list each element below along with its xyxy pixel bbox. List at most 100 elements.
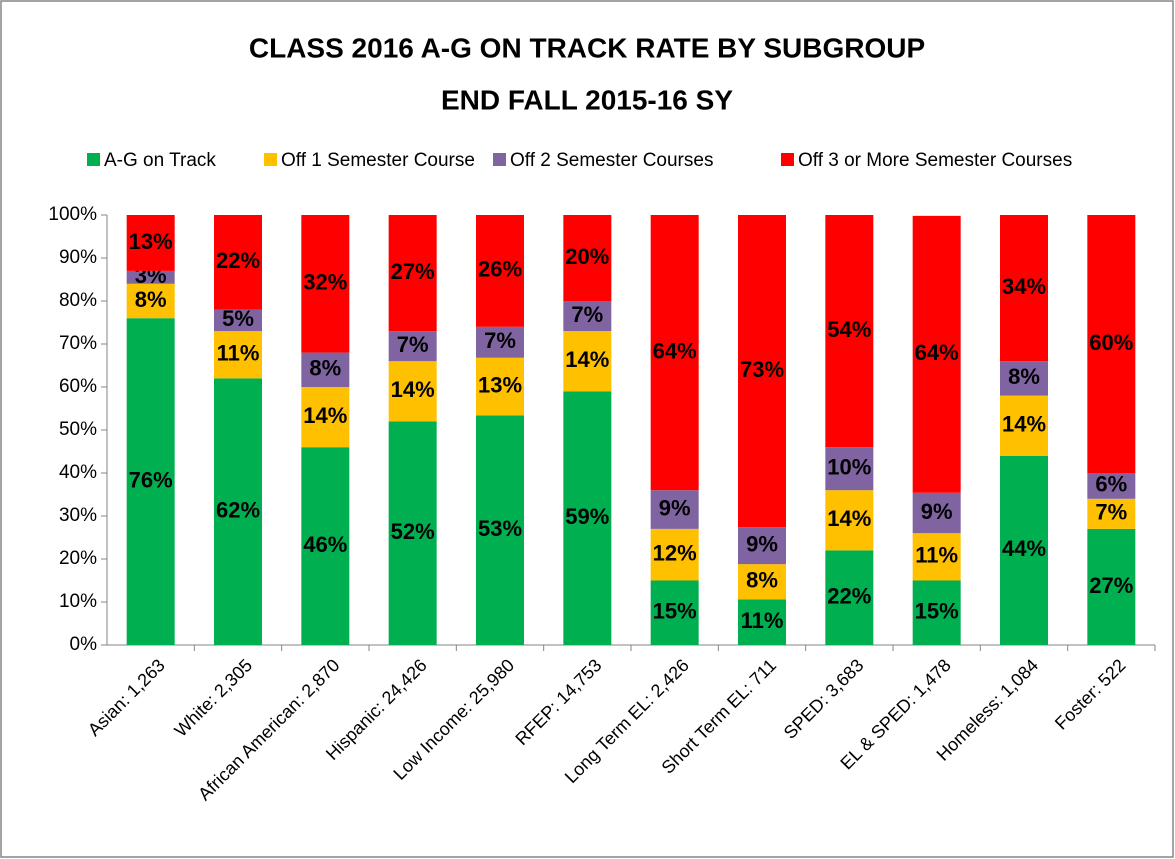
bar-segment bbox=[1087, 473, 1136, 499]
bar-segment bbox=[825, 215, 874, 448]
y-tick-label: 50% bbox=[59, 419, 97, 440]
data-label: 13% bbox=[478, 372, 522, 397]
data-label: 15% bbox=[915, 599, 959, 624]
y-tick-label: 60% bbox=[59, 376, 97, 397]
data-label: 22% bbox=[827, 584, 871, 609]
bar-segment bbox=[388, 331, 437, 362]
bar-segment bbox=[1000, 215, 1048, 362]
y-tick-label: 40% bbox=[59, 462, 97, 483]
data-label: 64% bbox=[653, 338, 697, 363]
bar-segment bbox=[388, 215, 437, 332]
bar-segment bbox=[1087, 528, 1136, 645]
legend-label: Off 1 Semester Course bbox=[281, 150, 475, 171]
legend-swatch bbox=[493, 153, 506, 166]
legend-label: A-G on Track bbox=[104, 150, 216, 171]
data-label: 7% bbox=[571, 302, 603, 327]
bar-segment bbox=[301, 387, 350, 448]
bar-segment bbox=[214, 215, 262, 310]
bar-segment bbox=[738, 527, 786, 565]
data-label: 9% bbox=[659, 495, 691, 520]
data-label: 6% bbox=[1095, 472, 1127, 497]
bar-segment bbox=[825, 490, 874, 551]
bar-segment bbox=[476, 215, 524, 327]
y-tick-label: 30% bbox=[59, 505, 97, 526]
bar-segment bbox=[388, 361, 437, 422]
data-label: 34% bbox=[1002, 274, 1046, 299]
data-label: 54% bbox=[827, 317, 871, 342]
bar-segment bbox=[912, 533, 961, 581]
bar-segment bbox=[1000, 361, 1048, 396]
data-label: 11% bbox=[217, 341, 260, 366]
y-tick-label: 100% bbox=[48, 204, 97, 225]
bar-segment bbox=[825, 447, 874, 491]
data-label: 46% bbox=[303, 532, 347, 557]
bar-segment bbox=[1000, 455, 1048, 645]
data-label: 9% bbox=[921, 499, 953, 524]
bar-segment bbox=[1087, 498, 1136, 529]
data-label: 44% bbox=[1002, 536, 1046, 561]
bar-segment bbox=[563, 391, 612, 645]
data-label: 26% bbox=[478, 257, 522, 282]
data-label: 7% bbox=[397, 332, 429, 357]
bar-segment bbox=[563, 331, 612, 392]
bar-segment bbox=[563, 301, 612, 332]
data-label: 8% bbox=[135, 287, 167, 312]
data-label: 14% bbox=[1002, 412, 1046, 437]
data-label: 14% bbox=[565, 347, 609, 372]
data-label: 12% bbox=[653, 541, 697, 566]
bar-segment bbox=[126, 318, 175, 645]
bar-segment bbox=[912, 580, 961, 645]
data-label: 13% bbox=[129, 229, 173, 254]
data-label: 8% bbox=[1008, 364, 1040, 389]
data-label: 9% bbox=[746, 531, 778, 556]
data-label: 7% bbox=[1095, 500, 1127, 525]
data-label: 73% bbox=[740, 357, 784, 382]
y-tick-label: 20% bbox=[59, 548, 97, 569]
data-label: 22% bbox=[216, 248, 260, 273]
y-tick-label: 0% bbox=[70, 634, 98, 655]
data-label: 10% bbox=[827, 455, 871, 480]
data-label: 14% bbox=[827, 506, 871, 531]
data-label: 52% bbox=[391, 519, 435, 544]
bar-segment bbox=[126, 270, 175, 284]
data-label: 27% bbox=[391, 259, 435, 284]
bar-segment bbox=[912, 492, 961, 534]
data-label: 7% bbox=[484, 328, 516, 353]
chart-title: CLASS 2016 A-G ON TRACK RATE BY SUBGROUP bbox=[249, 32, 925, 63]
chart-subtitle: END FALL 2015-16 SY bbox=[441, 84, 733, 115]
bar-segment bbox=[1000, 395, 1048, 456]
legend-label: Off 3 or More Semester Courses bbox=[798, 150, 1072, 171]
bar-segment bbox=[476, 357, 524, 416]
bar-segment bbox=[912, 215, 961, 493]
data-label: 5% bbox=[222, 306, 254, 331]
data-label: 62% bbox=[216, 498, 260, 523]
legend-swatch bbox=[781, 153, 794, 166]
y-tick-label: 80% bbox=[59, 290, 97, 311]
bar-segment bbox=[214, 309, 262, 332]
bar-segment bbox=[388, 421, 437, 645]
bar-segment bbox=[738, 215, 786, 528]
data-label: 32% bbox=[303, 270, 347, 295]
data-label: 64% bbox=[915, 340, 959, 365]
bar-segment bbox=[650, 580, 699, 645]
data-label: 27% bbox=[1089, 573, 1133, 598]
bar-segment bbox=[650, 215, 699, 491]
data-label: 11% bbox=[741, 608, 784, 633]
y-tick-label: 10% bbox=[59, 591, 97, 612]
legend-swatch bbox=[264, 153, 277, 166]
bar-segment bbox=[126, 283, 175, 319]
bar-segment bbox=[476, 326, 524, 358]
bar-segment bbox=[650, 490, 699, 529]
data-label: 8% bbox=[309, 356, 341, 381]
bar-segment bbox=[214, 331, 262, 379]
data-label: 60% bbox=[1089, 330, 1133, 355]
legend-label: Off 2 Semester Courses bbox=[510, 150, 713, 171]
bar-segment bbox=[126, 215, 175, 271]
y-tick-label: 70% bbox=[59, 333, 97, 354]
bar-segment bbox=[1087, 215, 1136, 473]
data-label: 76% bbox=[129, 467, 173, 492]
bar-segment bbox=[825, 550, 874, 645]
bar-segment bbox=[476, 415, 524, 645]
data-label: 8% bbox=[746, 568, 778, 593]
